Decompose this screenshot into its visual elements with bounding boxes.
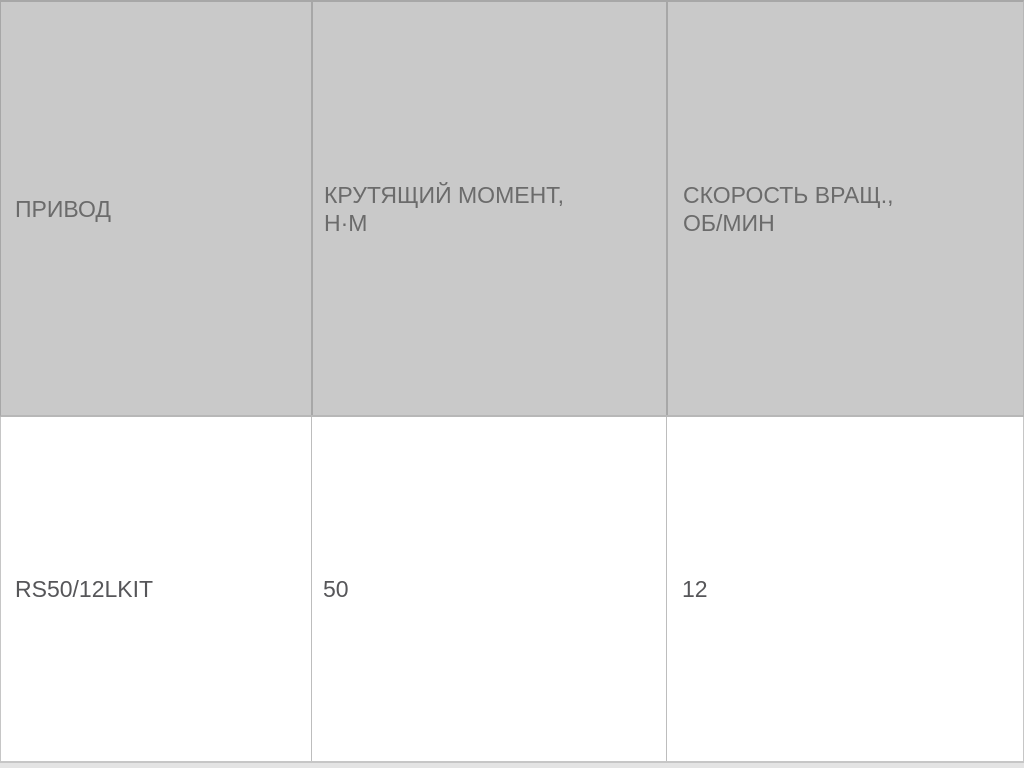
column-header-drive: ПРИВОД xyxy=(15,195,111,222)
cell-speed-value: 12 xyxy=(666,417,1023,761)
table-row: RS50/12LKIT 50 12 xyxy=(0,417,1024,763)
table-header-row: ПРИВОД КРУТЯЩИЙ МОМЕНТ, Н·М СКОРОСТЬ ВРА… xyxy=(0,0,1024,417)
cell-drive-model: RS50/12LKIT xyxy=(15,576,154,602)
column-header-speed: СКОРОСТЬ ВРАЩ., ОБ/МИН xyxy=(666,2,1023,415)
cell-torque-value: 50 xyxy=(311,417,666,761)
column-header-torque: КРУТЯЩИЙ МОМЕНТ, Н·М xyxy=(311,2,666,415)
